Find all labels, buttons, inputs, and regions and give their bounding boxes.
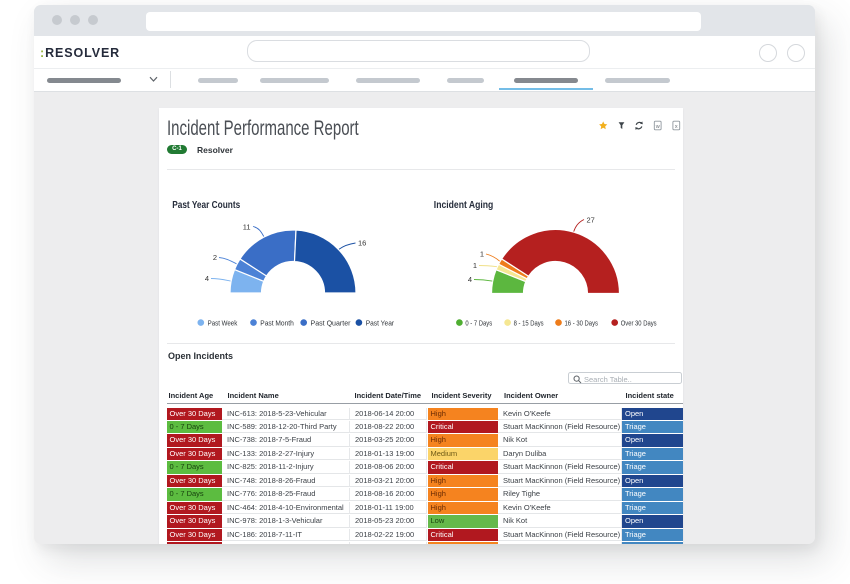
svg-text:8 - 15 Days: 8 - 15 Days [514,319,544,328]
svg-text:Past Quarter: Past Quarter [311,319,351,328]
svg-text:1: 1 [473,261,477,270]
svg-text:Incident Aging: Incident Aging [434,199,494,211]
svg-text:4: 4 [468,275,472,284]
svg-text:1: 1 [480,250,484,259]
svg-text:27: 27 [587,216,595,225]
svg-text:Past Month: Past Month [260,319,294,328]
svg-text:16: 16 [358,239,366,248]
svg-text:2: 2 [213,253,217,262]
svg-text:4: 4 [205,274,209,283]
svg-text:x: x [675,123,678,129]
svg-text:Past Year: Past Year [366,319,395,328]
svg-text:Over 30 Days: Over 30 Days [621,319,657,328]
svg-text:w: w [655,123,660,129]
svg-text:Past Year Counts: Past Year Counts [172,199,240,211]
svg-text:Past Week: Past Week [208,319,238,328]
svg-text:0 - 7 Days: 0 - 7 Days [465,319,492,328]
svg-text:16 - 30 Days: 16 - 30 Days [565,319,599,328]
svg-text:11: 11 [243,223,251,232]
